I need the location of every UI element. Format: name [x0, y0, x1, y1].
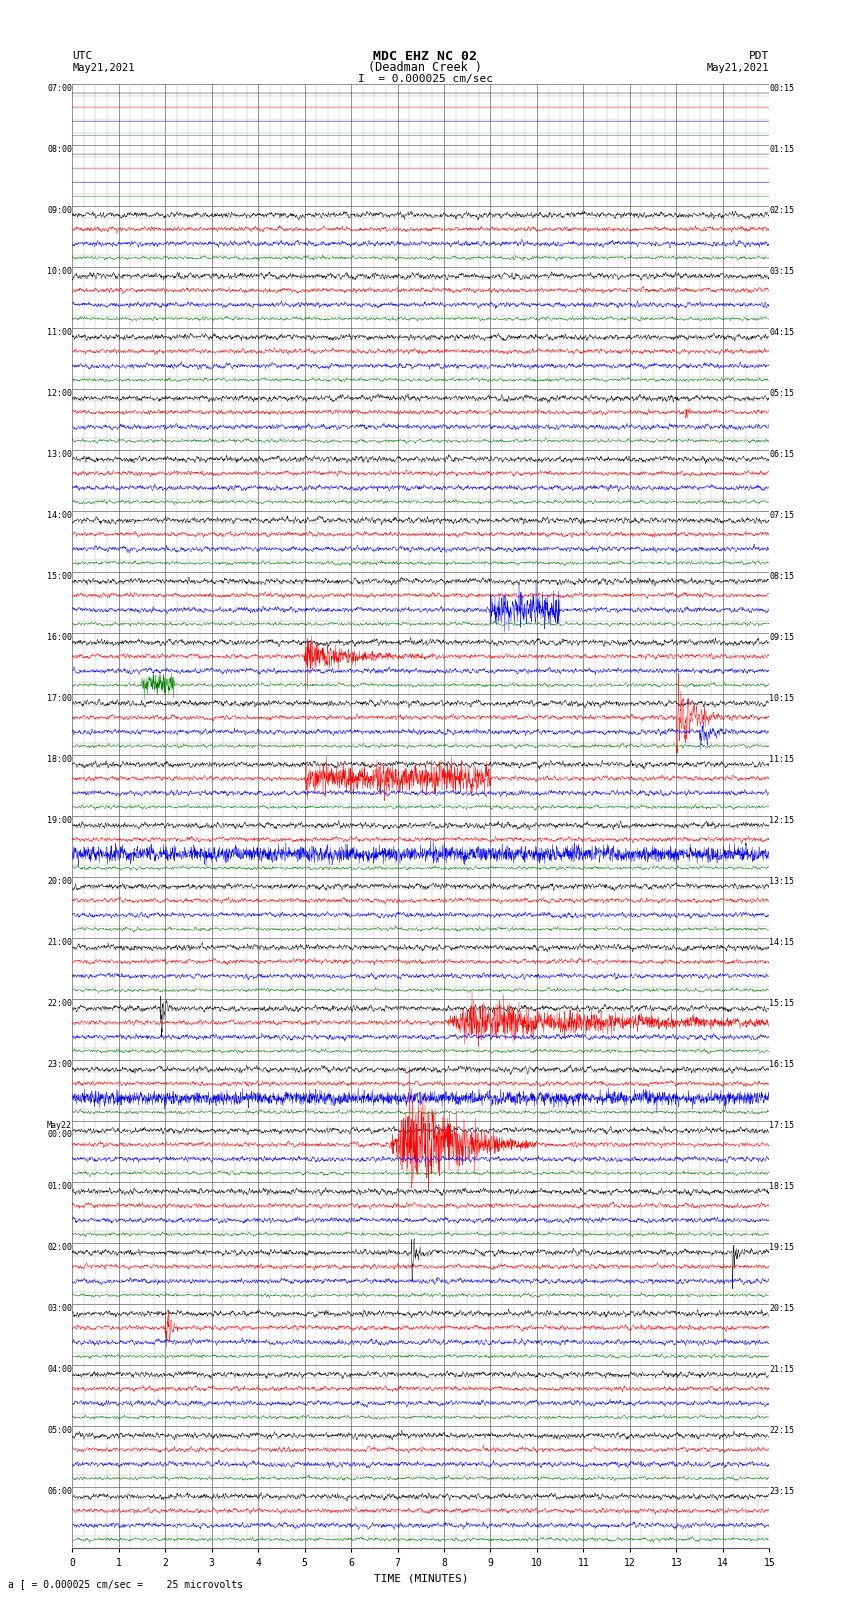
- Text: 15:00: 15:00: [47, 573, 72, 581]
- Text: 18:15: 18:15: [769, 1182, 795, 1192]
- Text: 20:00: 20:00: [47, 877, 72, 886]
- X-axis label: TIME (MINUTES): TIME (MINUTES): [373, 1573, 468, 1582]
- Text: 19:00: 19:00: [47, 816, 72, 826]
- Text: 01:15: 01:15: [769, 145, 795, 153]
- Text: 13:15: 13:15: [769, 877, 795, 886]
- Text: 09:00: 09:00: [47, 206, 72, 215]
- Text: 06:00: 06:00: [47, 1487, 72, 1497]
- Text: 09:15: 09:15: [769, 634, 795, 642]
- Text: 17:00: 17:00: [47, 694, 72, 703]
- Text: a [ = 0.000025 cm/sec =    25 microvolts: a [ = 0.000025 cm/sec = 25 microvolts: [8, 1579, 243, 1589]
- Text: (Deadman Creek ): (Deadman Creek ): [368, 61, 482, 74]
- Text: UTC: UTC: [72, 52, 93, 61]
- Text: MDC EHZ NC 02: MDC EHZ NC 02: [373, 50, 477, 63]
- Text: 18:00: 18:00: [47, 755, 72, 765]
- Text: 14:15: 14:15: [769, 939, 795, 947]
- Text: 08:15: 08:15: [769, 573, 795, 581]
- Text: May21,2021: May21,2021: [72, 63, 135, 73]
- Text: 07:00: 07:00: [47, 84, 72, 94]
- Text: 16:15: 16:15: [769, 1060, 795, 1069]
- Text: 11:15: 11:15: [769, 755, 795, 765]
- Text: 00:15: 00:15: [769, 84, 795, 94]
- Text: 23:00: 23:00: [47, 1060, 72, 1069]
- Text: 22:15: 22:15: [769, 1426, 795, 1436]
- Text: 15:15: 15:15: [769, 1000, 795, 1008]
- Text: 16:00: 16:00: [47, 634, 72, 642]
- Text: 04:15: 04:15: [769, 327, 795, 337]
- Text: 12:00: 12:00: [47, 389, 72, 398]
- Text: I  = 0.000025 cm/sec: I = 0.000025 cm/sec: [358, 74, 492, 84]
- Text: 11:00: 11:00: [47, 327, 72, 337]
- Text: 14:00: 14:00: [47, 511, 72, 519]
- Text: 08:00: 08:00: [47, 145, 72, 153]
- Text: 21:00: 21:00: [47, 939, 72, 947]
- Text: 10:15: 10:15: [769, 694, 795, 703]
- Text: 20:15: 20:15: [769, 1305, 795, 1313]
- Text: 06:15: 06:15: [769, 450, 795, 460]
- Text: 03:15: 03:15: [769, 268, 795, 276]
- Text: 02:00: 02:00: [47, 1244, 72, 1252]
- Text: 13:00: 13:00: [47, 450, 72, 460]
- Text: 04:00: 04:00: [47, 1365, 72, 1374]
- Text: 12:15: 12:15: [769, 816, 795, 826]
- Text: 22:00: 22:00: [47, 1000, 72, 1008]
- Text: May21,2021: May21,2021: [706, 63, 769, 73]
- Text: 05:15: 05:15: [769, 389, 795, 398]
- Text: 01:00: 01:00: [47, 1182, 72, 1192]
- Text: May22
00:00: May22 00:00: [47, 1121, 72, 1139]
- Text: PDT: PDT: [749, 52, 769, 61]
- Text: 10:00: 10:00: [47, 268, 72, 276]
- Text: 23:15: 23:15: [769, 1487, 795, 1497]
- Text: 07:15: 07:15: [769, 511, 795, 519]
- Text: 21:15: 21:15: [769, 1365, 795, 1374]
- Text: 19:15: 19:15: [769, 1244, 795, 1252]
- Text: 05:00: 05:00: [47, 1426, 72, 1436]
- Text: 02:15: 02:15: [769, 206, 795, 215]
- Text: 03:00: 03:00: [47, 1305, 72, 1313]
- Text: 17:15: 17:15: [769, 1121, 795, 1131]
